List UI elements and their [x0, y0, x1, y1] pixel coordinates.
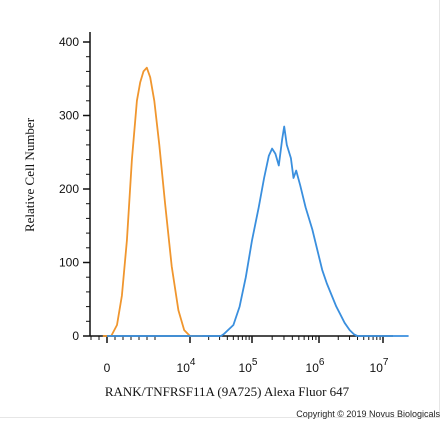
x-tick-label-4: 107 [370, 357, 389, 375]
series-line-0 [102, 66, 203, 337]
x-tick-label-2: 105 [239, 357, 258, 375]
series-line-1 [107, 125, 409, 337]
x-axis-title: RANK/TNFRSF11A (9A725) Alexa Fluor 647 [105, 384, 350, 399]
y-tick-label-4: 400 [59, 35, 79, 49]
x-tick-label-0: 0 [104, 361, 111, 375]
x-tick-label-3: 106 [306, 357, 325, 375]
y-axis-title: Relative Cell Number [22, 117, 37, 232]
copyright-notice: Copyright © 2019 Novus Biologicals [296, 409, 440, 419]
y-tick-label-2: 200 [59, 182, 79, 196]
y-tick-label-0: 0 [72, 329, 79, 343]
chart-frame [0, 0, 440, 418]
x-tick-label-1: 104 [177, 357, 196, 375]
y-tick-label-3: 300 [59, 109, 79, 123]
y-tick-label-1: 100 [59, 256, 79, 270]
